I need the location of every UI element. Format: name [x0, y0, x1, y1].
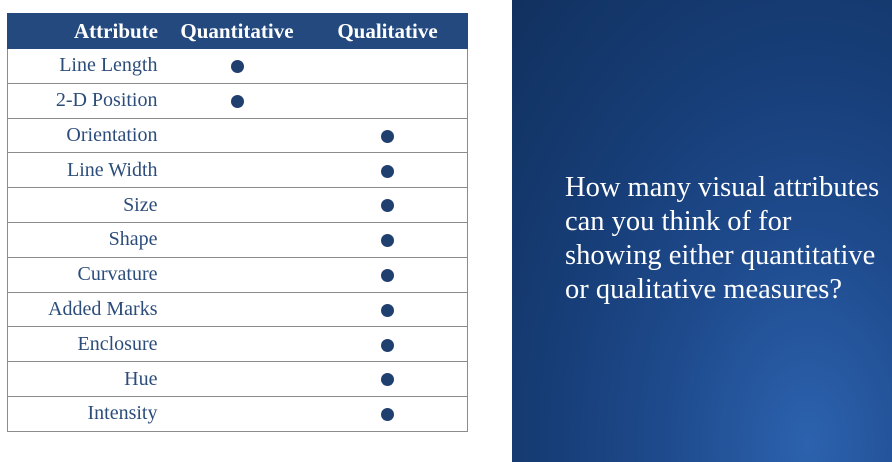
table-row: 2-D Position [7, 82, 468, 119]
quantitative-cell [166, 395, 308, 432]
table-header-row: Attribute Quantitative Qualitative [7, 13, 468, 49]
qualitative-cell [307, 395, 468, 432]
attribute-name: Hue [7, 361, 167, 397]
question-panel: How many visual attributes can you think… [512, 0, 892, 462]
bullet-dot-icon [380, 164, 394, 178]
attribute-name: Line Width [7, 152, 167, 189]
qualitative-cell [307, 326, 468, 363]
qualitative-cell [307, 256, 468, 293]
table-row: Curvature [7, 256, 468, 293]
qualitative-cell [307, 361, 468, 397]
attribute-name: Shape [7, 221, 167, 258]
question-text: How many visual attributes can you think… [565, 172, 880, 305]
qualitative-cell [307, 221, 468, 258]
table-row: Intensity [7, 395, 468, 432]
quantitative-cell [166, 152, 308, 189]
table-row: Enclosure [7, 326, 468, 363]
attribute-table: Attribute Quantitative Qualitative Line … [7, 13, 468, 432]
quantitative-cell [166, 361, 308, 397]
attribute-name: Orientation [7, 117, 167, 154]
bullet-dot-icon [380, 129, 394, 143]
qualitative-cell [307, 152, 468, 189]
quantitative-cell [166, 117, 308, 154]
attribute-name: Enclosure [7, 326, 167, 363]
table-row: Shape [7, 221, 468, 258]
attribute-name: Line Length [7, 48, 167, 84]
bullet-dot-icon [380, 199, 394, 213]
table-row: Added Marks [7, 291, 468, 328]
quantitative-cell [166, 187, 308, 223]
table-body: Line Length 2-D Position Orientation Line W… [7, 48, 468, 432]
header-attribute: Attribute [7, 13, 167, 49]
table-panel: Attribute Quantitative Qualitative Line … [7, 13, 468, 432]
bullet-dot-icon [380, 338, 394, 352]
bullet-dot-icon [380, 269, 394, 283]
bullet-dot-icon [380, 234, 394, 248]
quantitative-cell [166, 221, 308, 258]
qualitative-cell [307, 117, 468, 154]
table-row: Line Width [7, 152, 468, 189]
quantitative-cell [166, 256, 308, 293]
table-row: Orientation [7, 117, 468, 154]
qualitative-cell [307, 82, 468, 119]
table-row: Hue [7, 361, 468, 397]
quantitative-cell [166, 48, 308, 84]
attribute-name: Size [7, 187, 167, 223]
bullet-dot-icon [230, 60, 244, 74]
quantitative-cell [166, 326, 308, 363]
bullet-dot-icon [380, 408, 394, 422]
bullet-dot-icon [380, 373, 394, 387]
bullet-dot-icon [230, 95, 244, 109]
attribute-name: 2-D Position [7, 82, 167, 119]
table-row: Line Length [7, 48, 468, 84]
qualitative-cell [307, 187, 468, 223]
header-qualitative: Qualitative [307, 13, 468, 49]
header-quantitative: Quantitative [166, 13, 308, 49]
bullet-dot-icon [380, 303, 394, 317]
table-row: Size [7, 187, 468, 223]
attribute-name: Added Marks [7, 291, 167, 328]
quantitative-cell [166, 291, 308, 328]
quantitative-cell [166, 82, 308, 119]
attribute-name: Intensity [7, 395, 167, 432]
qualitative-cell [307, 291, 468, 328]
attribute-name: Curvature [7, 256, 167, 293]
qualitative-cell [307, 48, 468, 84]
